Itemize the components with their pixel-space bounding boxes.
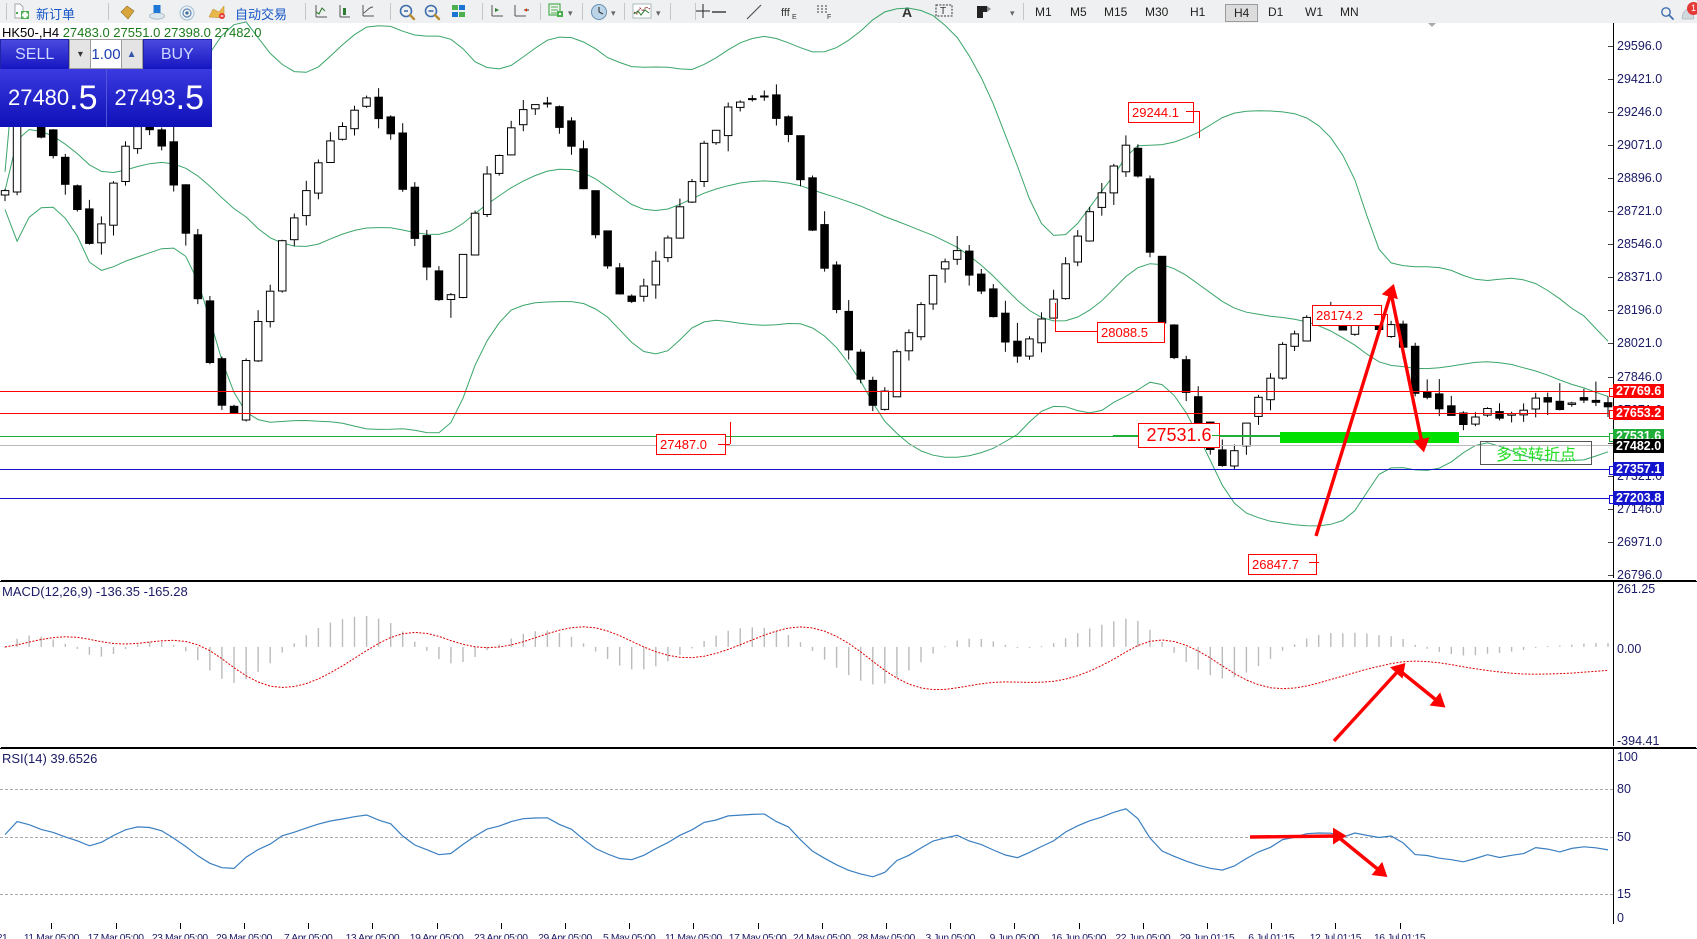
- svg-text:F: F: [827, 14, 831, 21]
- svg-text:T: T: [940, 6, 946, 17]
- svg-text:E: E: [792, 14, 797, 21]
- svg-text:fff: fff: [781, 7, 791, 19]
- svg-text:A: A: [902, 4, 912, 20]
